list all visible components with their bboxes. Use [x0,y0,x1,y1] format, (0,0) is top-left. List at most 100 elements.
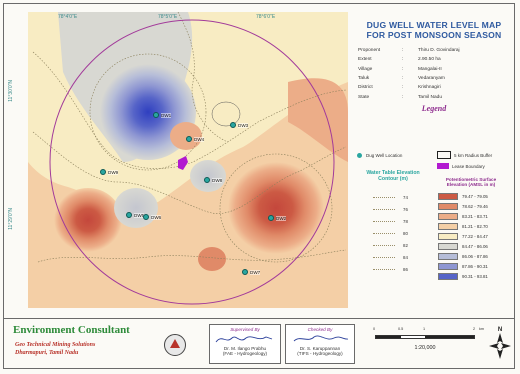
contour-value: 86 [403,266,408,272]
class-label: 81.21 - 82.70 [462,223,488,229]
contour-legend-row: 82 [373,240,423,250]
supervisor-role: (FAE - Hydrogeology) [222,351,268,356]
elevation-mid-zone [190,160,226,192]
class-label: 86.06 - 87.86 [462,253,488,259]
class-legend-title: Potentiometric Surface Elevation (AMSL i… [435,177,507,187]
sheet-border [3,3,515,369]
north-arrow-icon [489,333,511,359]
well-marker: DW8 [204,177,223,183]
class-label: 79.47 - 79.05 [462,193,488,199]
class-swatch [438,272,458,280]
contour-line-swatch [373,244,395,246]
contour-title-line2: Contour (m) [378,176,408,182]
class-legend-row: 87.86 - 90.31 [438,262,500,270]
info-value: Thiru D. Govindaraj [418,48,460,54]
info-key: Village [358,66,373,72]
elevation-mid-zone [114,188,158,228]
company-logo [164,334,186,356]
scale-tick: 0 [373,327,376,331]
supervised-title: Supervised By [230,327,260,332]
info-row: State: Tamil Nadu [353,92,515,101]
class-legend-row: 84.47 - 86.06 [438,242,500,250]
class-label: 87.86 - 90.31 [462,263,488,269]
coord-label-left: 11°30'0"N [8,80,14,102]
class-legend-row: 78.62 - 79.46 [438,202,500,210]
buffer-swatch-icon [437,151,451,159]
coord-label-left: 11°29'0"N [8,208,14,230]
class-swatch [438,202,458,210]
supervisor-name: Dr. M. Ilango Prabhu [223,346,267,351]
north-label: N [497,327,503,333]
well-label: DW7 [250,269,261,275]
scale-tick: 2 [473,327,476,331]
consultant-sub1: Geo Technical Mining Solutions [15,342,96,348]
contour-legend-title: Water Table Elevation Contour (m) [353,170,433,182]
class-swatch [438,222,458,230]
dug-well-icon [143,214,149,220]
info-row: Taluk: Vedaranyam [353,74,515,83]
class-label: 78.62 - 79.46 [462,203,488,209]
supervisor-signature [215,336,273,343]
contour-line-swatch [373,256,395,258]
buffer-circle [49,19,335,305]
info-value: 2.90.50 ha [418,57,441,63]
well-marker: DW2 [268,215,287,221]
legend-lease-label: Lease Boundary [452,163,485,169]
well-marker: DW7 [242,269,261,275]
well-marker: DW5 [126,212,145,218]
elevation-low-zone [54,188,122,252]
well-label: DW9 [108,169,119,175]
scale-bar: 0 0.5 1 2 km 1:20,000 [367,327,484,359]
info-value: Tamil Nadu [418,94,442,100]
well-label: DW8 [212,177,223,183]
scale-unit: km [479,327,485,331]
lease-swatch-icon [437,163,449,169]
dug-well-icon [204,177,210,183]
contour-line-swatch [373,208,395,210]
side-panel: DUG WELL WATER LEVEL MAP FOR POST MONSOO… [353,20,515,308]
scale-tick: 0.5 [398,327,404,331]
class-swatch [438,252,458,260]
well-label: DW5 [134,212,145,218]
contour-legend-row: 80 [373,228,423,238]
elevation-zone-peach [288,78,348,162]
coord-label-top: 78°5'0"E [158,14,178,20]
consultant-sub2: Dharmapuri, Tamil Nadu [15,350,79,356]
class-legend-row: 83.21 - 83.71 [438,212,500,220]
contour-value: 82 [403,242,408,248]
info-row: Proponent: Thiru D. Govindaraj [353,46,515,55]
water-level-map [28,12,348,308]
legend-dug-well-label: Dug Well Location [366,153,403,158]
contour-legend-row: 84 [373,252,423,262]
elevation-mid-zone [211,101,241,127]
dug-well-icon [186,136,192,142]
info-key: Extent [358,57,372,63]
class-swatch [438,262,458,270]
info-key: Taluk [358,76,370,82]
class-swatch [438,232,458,240]
contour-lines [32,12,347,263]
contour-legend-row: 86 [373,264,423,274]
class-label: 90.31 - 93.81 [462,273,488,279]
well-label: DW2 [276,215,287,221]
legend-title: Legend [421,103,447,113]
coord-label-top: 78°4'0"E [58,14,78,20]
class-title-line1: Potentiometric Surface [445,177,497,182]
checker-signature [293,335,349,342]
dug-well-icon [100,169,106,175]
consultant-name: Environment Consultant [13,324,130,336]
info-key: Proponent [358,48,381,54]
elevation-zone-light [198,38,293,82]
dug-well-icon [357,153,362,158]
scale-tick: 1 [423,327,426,331]
checker-role: (TIFS - Hydrogeology) [297,351,343,356]
well-marker: DW9 [100,169,119,175]
class-label: 84.47 - 86.06 [462,243,488,249]
well-marker: DW1 [153,112,172,118]
contour-line-swatch [373,232,395,234]
dug-well-icon [126,212,132,218]
dug-well-icon [268,215,274,221]
elevation-low-zone [198,247,226,271]
project-info: Proponent: Thiru D. Govindaraj Extent:2.9… [353,46,515,102]
legend-buffer-label: 5 km Radius Buffer [454,152,493,158]
